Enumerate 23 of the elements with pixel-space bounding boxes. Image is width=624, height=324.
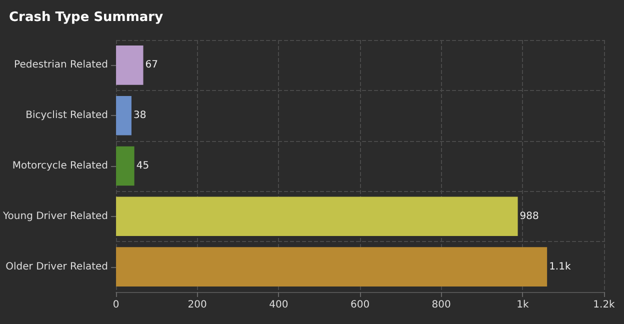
chart-title: Crash Type Summary <box>9 10 164 25</box>
x-tick-label: 1.2k <box>593 300 616 310</box>
x-tick-label: 200 <box>188 300 207 310</box>
bar <box>116 196 518 236</box>
y-tick-label: Young Driver Related <box>2 210 108 222</box>
bar <box>116 46 144 85</box>
y-tick-label: Motorcycle Related <box>12 160 108 172</box>
bar <box>116 247 548 286</box>
x-tick-label: 400 <box>269 300 288 310</box>
y-tick-label: Bicyclist Related <box>26 110 108 122</box>
y-tick-label: Older Driver Related <box>6 261 108 272</box>
data-label: 1.1k <box>549 261 571 272</box>
x-tick-label: 600 <box>350 300 370 310</box>
x-tick-label: 800 <box>432 300 451 310</box>
x-tick-label: 0 <box>112 300 120 310</box>
bar <box>116 96 132 136</box>
data-label: 988 <box>520 210 539 222</box>
bar <box>116 146 134 186</box>
data-label: 38 <box>133 110 146 122</box>
data-label: 45 <box>136 160 150 172</box>
data-label: 67 <box>145 60 158 71</box>
y-tick-label: Pedestrian Related <box>14 60 108 71</box>
x-tick-label: 1k <box>516 300 529 310</box>
